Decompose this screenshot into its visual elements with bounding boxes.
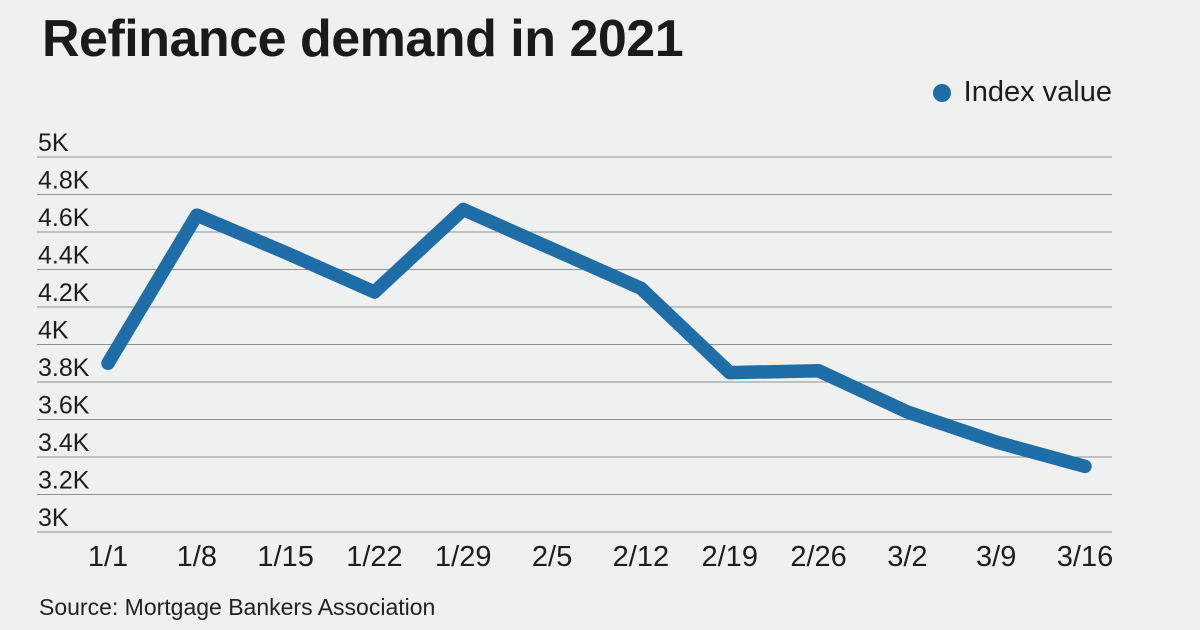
x-tick-label: 3/9	[976, 541, 1016, 573]
y-tick-label: 3.4K	[38, 429, 90, 457]
y-tick-label: 3.8K	[38, 354, 90, 382]
source-note: Source: Mortgage Bankers Association	[39, 594, 436, 620]
y-tick-label: 4.4K	[38, 242, 90, 270]
x-tick-label: 1/15	[257, 541, 313, 573]
y-tick-label: 3.2K	[38, 467, 90, 495]
y-tick-label: 4.6K	[38, 204, 90, 232]
x-tick-label: 2/26	[790, 541, 846, 573]
x-tick-label: 2/19	[702, 541, 758, 573]
x-tick-label: 1/1	[88, 541, 128, 573]
legend: Index value	[932, 76, 1112, 108]
y-tick-label: 4.8K	[38, 167, 90, 195]
chart-title: Refinance demand in 2021	[42, 10, 684, 68]
x-tick-label: 1/22	[346, 541, 402, 573]
y-tick-label: 3K	[38, 504, 69, 532]
x-tick-label: 1/29	[435, 541, 491, 573]
series-line	[101, 202, 1092, 474]
y-tick-label: 5K	[38, 129, 69, 157]
legend-marker-icon	[932, 83, 951, 102]
x-tick-label: 3/16	[1057, 541, 1113, 573]
legend-label: Index value	[963, 76, 1112, 108]
x-tick-label: 2/5	[532, 541, 572, 573]
x-tick-label: 1/8	[177, 541, 217, 573]
y-tick-label: 4.2K	[38, 279, 90, 307]
y-tick-label: 4K	[38, 317, 69, 345]
x-tick-label: 2/12	[613, 541, 669, 573]
x-tick-label: 3/2	[887, 541, 927, 573]
y-tick-label: 3.6K	[38, 392, 90, 420]
